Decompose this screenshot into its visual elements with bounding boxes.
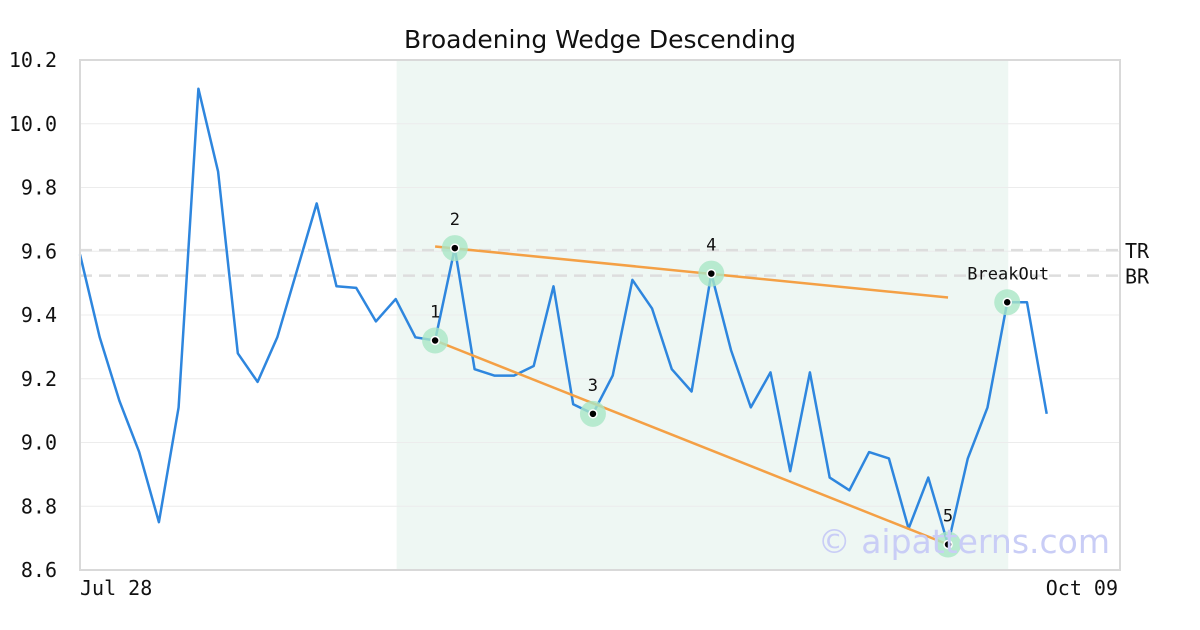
y-tick-label: 8.6 <box>21 558 57 582</box>
breakout-label: BreakOut <box>967 264 1049 284</box>
price-line <box>78 87 1048 546</box>
y-tick-label: 10.0 <box>9 112 57 136</box>
y-tick-label: 9.0 <box>21 431 57 455</box>
y-tick-label: 9.6 <box>21 239 57 263</box>
y-tick-label: 10.2 <box>9 48 57 72</box>
level-label: BR <box>1125 265 1150 289</box>
watermark: © aipatterns.com <box>818 522 1110 561</box>
pivot-label: 2 <box>450 210 460 230</box>
pivot-label: 1 <box>430 303 440 323</box>
pivot-label: 3 <box>588 376 598 396</box>
level-label: TR <box>1125 239 1150 263</box>
y-tick-label: 8.8 <box>21 494 57 518</box>
pivot-point <box>706 268 717 279</box>
pivot-point <box>450 243 460 253</box>
y-tick-label: 9.8 <box>21 176 57 200</box>
pivot-label: 4 <box>706 236 716 256</box>
trendline <box>434 245 949 299</box>
y-tick-label: 9.2 <box>21 367 57 391</box>
x-tick-label: Oct 09 <box>1046 576 1118 600</box>
pivot-point <box>943 539 953 550</box>
plot-frame <box>79 59 1121 571</box>
pivot-label: 5 <box>943 507 953 527</box>
y-tick-label: 9.4 <box>21 303 57 327</box>
x-tick-label: Jul 28 <box>80 576 152 600</box>
pivot-point <box>588 409 598 419</box>
pivot-point <box>1002 297 1012 307</box>
pivot-point <box>430 335 440 346</box>
chart-title: Broadening Wedge Descending <box>404 25 796 54</box>
trendline <box>434 339 949 546</box>
